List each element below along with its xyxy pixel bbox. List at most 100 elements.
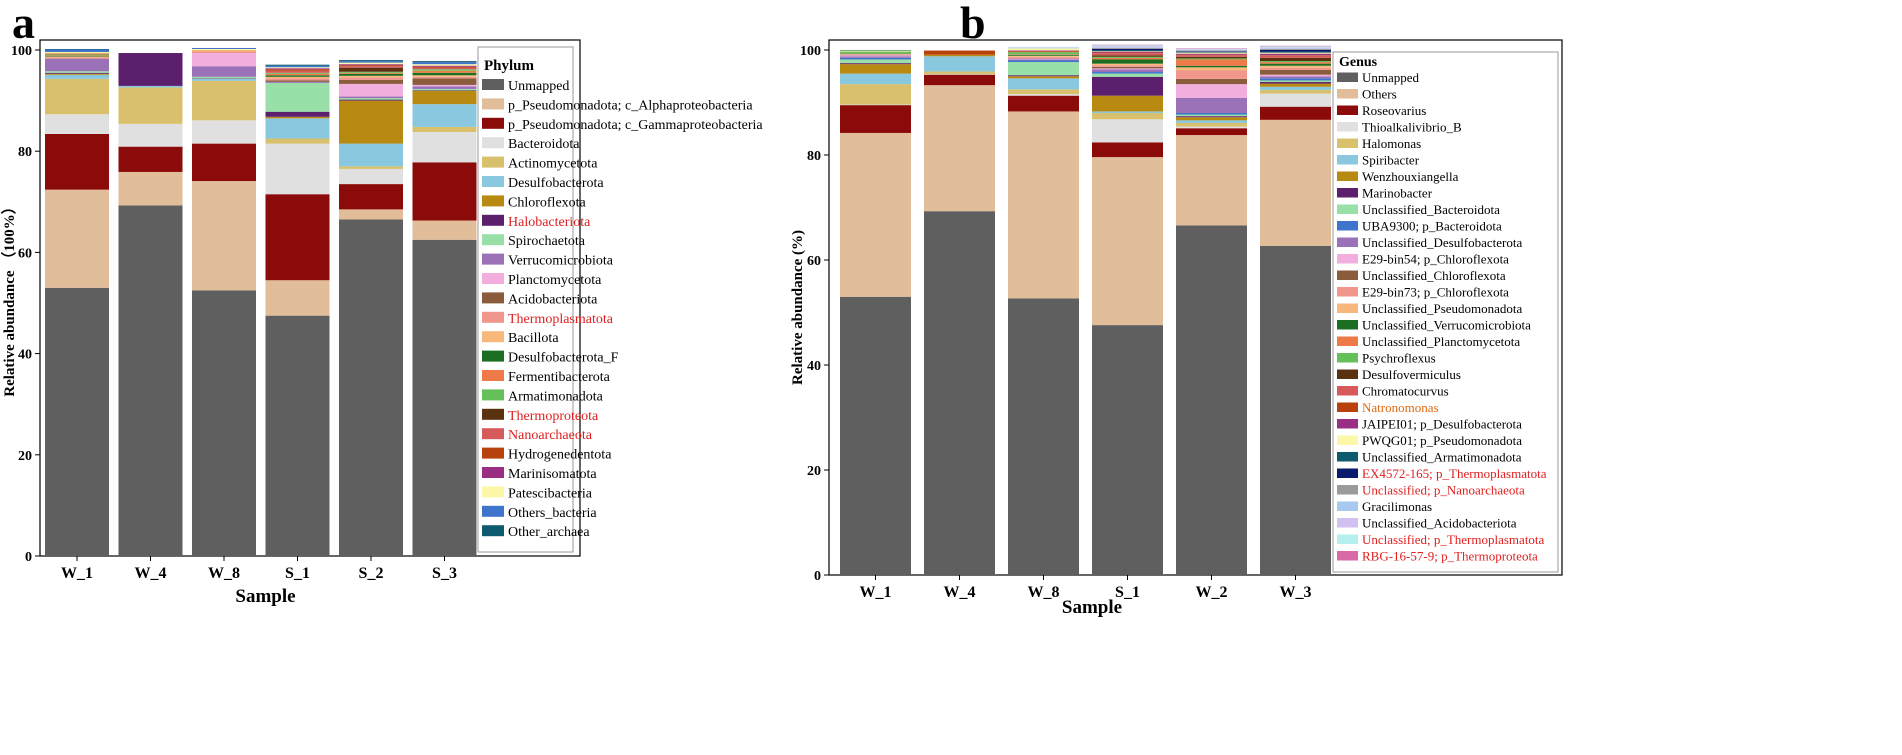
- bar-segment-W_8-unclassified-bacteroidota: [1008, 62, 1079, 76]
- bar-segment-W_3-roseovarius: [1260, 106, 1331, 120]
- bar-segment-W_2-unclassified-p-thermoplasmatota: [1176, 48, 1247, 50]
- bar-stack-S_1: [1092, 44, 1163, 575]
- legend-label: Patescibacteria: [508, 486, 593, 501]
- bar-segment-W_8-jaipei01-p-desulfobacterota: [1008, 50, 1079, 52]
- legend-label: Hydrogenedentota: [508, 448, 612, 463]
- legend-label: Nanoarchaeota: [508, 428, 593, 443]
- bar-segment-W_1-other-archaea: [45, 48, 109, 50]
- bar-segment-W_2-unclassified-verrucomicrobiota: [1176, 65, 1247, 68]
- bar-segment-W_3-unclassified-desulfobacterota: [1260, 76, 1331, 79]
- legend-label: p_Pseudomonadota; c_Alphaproteobacteria: [508, 98, 753, 113]
- y-tick-label: 20: [18, 449, 32, 464]
- legend-label: Verrucomicrobiota: [508, 254, 614, 269]
- bar-segment-W_4-actinomycetota: [118, 87, 183, 124]
- legend-label: Actinomycetota: [508, 157, 598, 172]
- legend-swatch: [1337, 336, 1358, 346]
- legend-label: Gracilimonas: [1362, 499, 1432, 514]
- legend-swatch: [482, 311, 504, 323]
- bar-segment-W_1-wenzhouxiangella: [840, 64, 911, 74]
- bar-segment-S_1-acidobacteriota: [265, 80, 330, 82]
- legend-swatch: [1337, 221, 1358, 231]
- bar-segment-S_1-others: [1092, 157, 1163, 326]
- bar-segment-W_8-psychroflexus: [1008, 52, 1079, 55]
- bar-segment-W_2-marinobacter: [1176, 116, 1247, 118]
- bar-segment-S_1-rbg-16-57-9-p-thermoproteota: [1092, 44, 1163, 46]
- legend-swatch: [1337, 369, 1358, 379]
- bar-segment-W_3-unclassified-p-nanoarchaeota: [1260, 48, 1331, 50]
- bar-segment-W_4-unmapped: [924, 211, 995, 576]
- bar-segment-W_4-unmapped: [118, 205, 183, 557]
- legend-label: E29-bin73; p_Chloroflexota: [1362, 285, 1509, 300]
- bar-segment-S_1-other-archaea: [265, 64, 330, 66]
- bar-segment-S_3-spirochaetota: [412, 88, 477, 91]
- bar-segment-W_1-p-pseudomonadota-c-alphaproteobacteria: [45, 189, 109, 288]
- bar-segment-S_3-p-pseudomonadota-c-gammaproteobacteria: [412, 162, 477, 221]
- legend-label: Unmapped: [508, 79, 569, 94]
- y-tick-label: 0: [814, 569, 821, 584]
- y-tick-label: 60: [18, 246, 32, 261]
- bar-segment-S_2-other-archaea: [339, 60, 403, 62]
- bar-segment-S_2-thermoproteota: [339, 67, 403, 72]
- bar-segment-W_8-pwqg01-p-pseudomonadota: [1008, 48, 1079, 51]
- bar-segment-S_3-halobacteriota: [412, 90, 477, 91]
- bar-segment-W_1-actinomycetota: [45, 78, 109, 115]
- bar-segment-W_4-thioalkalivibrio-b: [924, 74, 995, 75]
- legend-label: Spirochaetota: [508, 234, 586, 249]
- bar-segment-S_1-fermentibacterota: [265, 73, 330, 76]
- bar-segment-W_8-thermoplasmatota: [192, 51, 256, 54]
- bar-segment-S_1-unclassified-planctomycetota: [1092, 57, 1163, 60]
- bar-segment-S_1-halomonas: [1092, 113, 1163, 120]
- bar-segment-W_3-unclassified-planctomycetota: [1260, 62, 1331, 64]
- bar-segment-W_8-halomonas: [1008, 89, 1079, 95]
- bar-segment-W_3-rbg-16-57-9-p-thermoproteota: [1260, 45, 1331, 47]
- bar-segment-S_2-spirochaetota: [339, 98, 403, 100]
- legend-label: Thermoplasmatota: [508, 312, 614, 327]
- bar-segment-S_2-chloroflexota: [339, 100, 403, 144]
- bar-segment-S_2-acidobacteriota: [339, 79, 403, 84]
- x-tick-label: W_8: [208, 565, 240, 582]
- bar-segment-W_2-unclassified-desulfobacterota: [1176, 97, 1247, 113]
- bar-segment-S_1-roseovarius: [1092, 142, 1163, 158]
- bar-segment-S_1-jaipei01-p-desulfobacterota: [1092, 51, 1163, 53]
- bar-segment-W_2-natronomonas: [1176, 54, 1247, 56]
- bar-segment-W_8-spiribacter: [1008, 78, 1079, 90]
- bar-segment-S_2-armatimonadota: [339, 71, 403, 73]
- bar-segment-W_8-p-pseudomonadota-c-gammaproteobacteria: [192, 143, 256, 182]
- bar-segment-W_3-unclassified-pseudomonadota: [1260, 65, 1331, 68]
- bar-segment-W_8-others-bacteria: [192, 47, 256, 49]
- bar-segment-S_1-thermoplasmatota: [265, 78, 330, 81]
- bar-segment-W_8-e29-bin73-p-chloroflexota: [1008, 56, 1079, 58]
- legend-label: EX4572-165; p_Thermoplasmatota: [1362, 466, 1547, 481]
- legend-swatch: [482, 428, 504, 440]
- bar-segment-W_3-unclassified-p-thermoplasmatota: [1260, 46, 1331, 48]
- bar-segment-W_1-spirochaetota: [45, 71, 109, 73]
- bar-segment-W_2-uba9300-p-bacteroidota: [1176, 113, 1247, 115]
- bar-segment-W_2-halomonas: [1176, 122, 1247, 127]
- legend-label: Unclassified_Pseudomonadota: [1362, 301, 1523, 316]
- legend-label: Thioalkalivibrio_B: [1362, 120, 1462, 135]
- bar-segment-S_2-desulfobacterota: [339, 143, 403, 167]
- bar-segment-S_3-other-archaea: [412, 61, 477, 63]
- bar-segment-S_1-p-pseudomonadota-c-alphaproteobacteria: [265, 280, 330, 316]
- legend-label: Halomonas: [1362, 136, 1421, 151]
- legend-swatch: [1337, 353, 1358, 363]
- legend-label: Wenzhouxiangella: [1362, 169, 1459, 184]
- legend-label: Spiribacter: [1362, 153, 1420, 168]
- bar-segment-S_1-unclassified-bacteroidota: [1092, 73, 1163, 77]
- bar-segment-W_2-desulfovermiculus: [1176, 56, 1247, 59]
- bar-segment-S_2-p-pseudomonadota-c-alphaproteobacteria: [339, 209, 403, 220]
- bar-segment-S_1-marinobacter: [1092, 76, 1163, 96]
- bar-segment-S_3-fermentibacterota: [412, 70, 477, 73]
- legend-label: Chromatocurvus: [1362, 384, 1449, 399]
- legend-swatch: [482, 98, 504, 110]
- legend-swatch: [1337, 419, 1358, 429]
- legend-label: Unclassified; p_Nanoarchaeota: [1362, 483, 1525, 498]
- bar-segment-S_1-desulfobacterota: [265, 118, 330, 139]
- bar-segment-W_1-marinobacter: [840, 63, 911, 65]
- bar-segment-W_4-halobacteriota: [118, 53, 183, 86]
- bar-segment-W_1-others-bacteria: [45, 49, 109, 53]
- x-tick-label: W_3: [1280, 584, 1312, 601]
- bar-segment-S_1-nanoarchaeota: [265, 70, 330, 73]
- legend-label: Unclassified_Desulfobacterota: [1362, 235, 1523, 250]
